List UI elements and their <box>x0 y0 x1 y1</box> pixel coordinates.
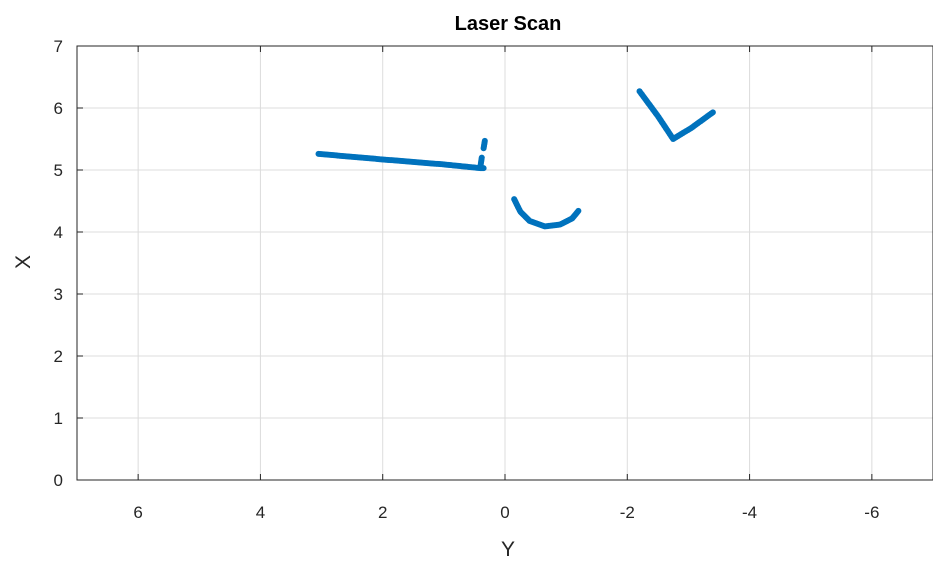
x-tick-label: -4 <box>742 503 757 522</box>
y-axis-label: X <box>12 255 35 269</box>
y-tick-label: 1 <box>54 409 63 428</box>
scan-point <box>478 154 485 161</box>
y-tick-label: 7 <box>54 37 63 56</box>
y-tick-label: 5 <box>54 161 63 180</box>
x-tick-label: -6 <box>864 503 879 522</box>
y-tick-label: 0 <box>54 471 63 490</box>
y-tick-label: 6 <box>54 99 63 118</box>
grid <box>77 46 933 480</box>
x-tick-label: -2 <box>620 503 635 522</box>
y-tick-label: 3 <box>54 285 63 304</box>
scan-points <box>315 88 716 230</box>
chart-title: Laser Scan <box>455 13 562 35</box>
x-tick-label: 4 <box>256 503 265 522</box>
axis-ticks <box>77 45 873 481</box>
x-tick-label: 6 <box>133 503 142 522</box>
x-tick-label: 0 <box>500 503 509 522</box>
y-tick-label: 4 <box>54 223 63 242</box>
scan-point <box>575 207 582 214</box>
x-tick-label: 2 <box>378 503 387 522</box>
x-axis-label: Y <box>501 538 515 561</box>
scan-point <box>709 109 716 116</box>
scan-point <box>481 137 488 144</box>
y-tick-label: 2 <box>54 347 63 366</box>
y-tick-labels: 0 1 2 3 4 5 6 7 <box>54 37 63 490</box>
x-tick-labels: 6 4 2 0 -2 -4 -6 <box>133 503 879 522</box>
